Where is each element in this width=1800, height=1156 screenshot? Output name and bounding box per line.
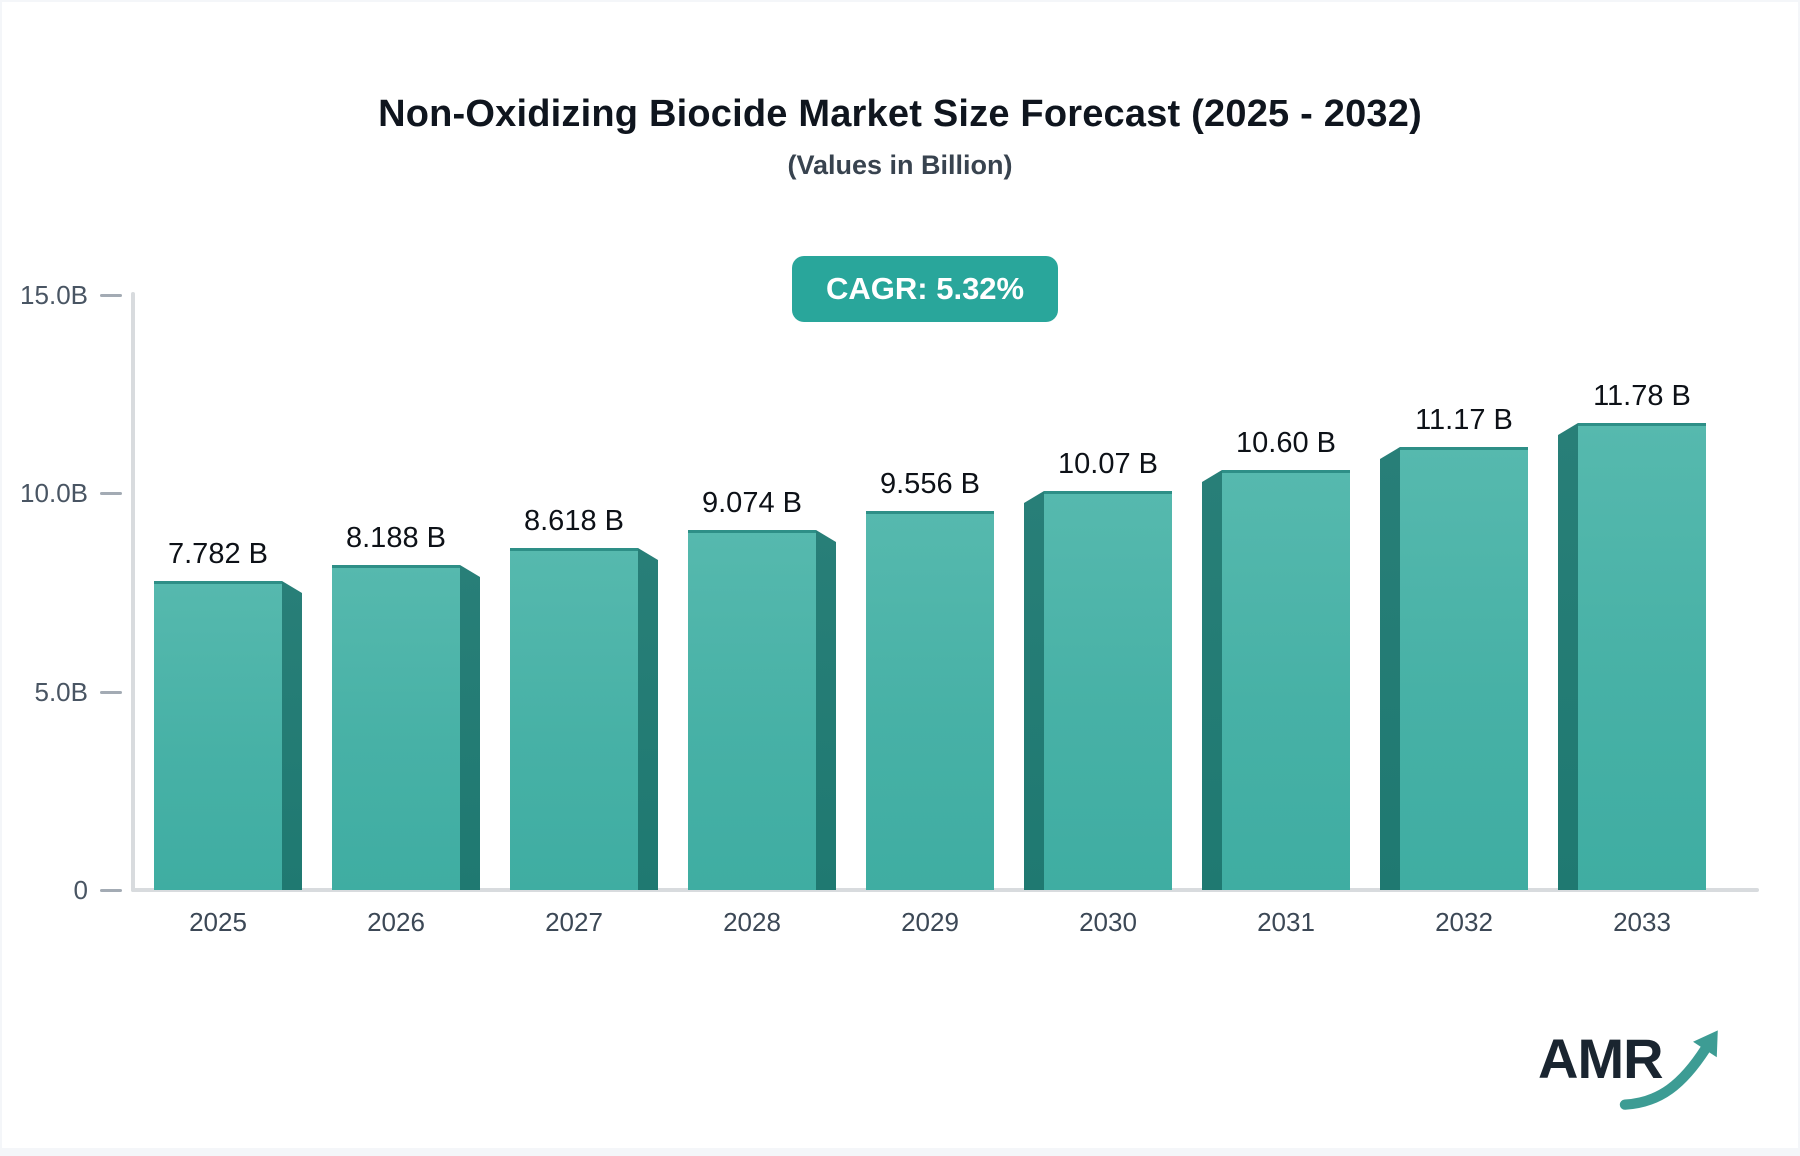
bar-value-label: 9.074 B — [702, 487, 802, 519]
bar-side-face — [282, 581, 302, 890]
chart-subtitle: (Values in Billion) — [787, 150, 1013, 180]
bar-side-face — [816, 530, 836, 890]
x-axis-label: 2031 — [1257, 907, 1315, 937]
bar-value-label: 9.556 B — [880, 468, 980, 500]
bar — [1222, 470, 1350, 890]
bar-value-label: 10.07 B — [1058, 448, 1158, 480]
bar-value-label: 11.17 B — [1415, 404, 1513, 436]
y-axis-line — [131, 292, 135, 892]
y-axis-label: 5.0B — [34, 677, 89, 707]
y-axis-tick — [100, 889, 122, 892]
bar-side-face — [638, 548, 658, 890]
y-axis-label: 10.0B — [20, 478, 88, 508]
bar-value-label: 8.618 B — [524, 505, 624, 537]
bar-value-label: 8.188 B — [346, 522, 446, 554]
bar — [866, 511, 994, 890]
x-axis-label: 2026 — [367, 907, 425, 937]
x-axis-label: 2028 — [723, 907, 781, 937]
x-axis-label: 2027 — [545, 907, 603, 937]
amr-logo-arrow-icon — [1619, 1030, 1718, 1110]
y-axis-label: 15.0B — [20, 280, 88, 310]
bar-side-face — [1558, 423, 1578, 890]
chart-title: Non-Oxidizing Biocide Market Size Foreca… — [378, 93, 1422, 135]
x-axis-line — [131, 888, 1759, 892]
bar — [1400, 447, 1528, 890]
y-axis-tick — [100, 691, 122, 694]
y-axis-tick — [100, 492, 122, 495]
cagr-badge: CAGR: 5.32% — [792, 256, 1059, 322]
bar-side-face — [1380, 447, 1400, 890]
amr-logo: AMR — [1530, 1012, 1760, 1132]
bar — [332, 565, 460, 890]
amr-logo-text: AMR — [1538, 1027, 1664, 1090]
bar-value-label: 11.78 B — [1593, 380, 1691, 412]
x-axis-label: 2029 — [901, 907, 959, 937]
bar-value-label: 7.782 B — [168, 538, 268, 570]
bar — [154, 581, 282, 890]
bar — [1578, 423, 1706, 890]
y-axis-tick — [100, 294, 122, 297]
bar-side-face — [460, 565, 480, 890]
x-axis-label: 2033 — [1613, 907, 1671, 937]
bar — [688, 530, 816, 890]
y-axis-label: 0 — [73, 875, 88, 905]
x-axis-label: 2032 — [1435, 907, 1493, 937]
bar — [510, 548, 638, 890]
x-axis-label: 2030 — [1079, 907, 1137, 937]
bar-value-label: 10.60 B — [1236, 427, 1336, 459]
bar-side-face — [1024, 491, 1044, 890]
bar — [1044, 491, 1172, 890]
bar-side-face — [1202, 470, 1222, 890]
x-axis-label: 2025 — [189, 907, 247, 937]
